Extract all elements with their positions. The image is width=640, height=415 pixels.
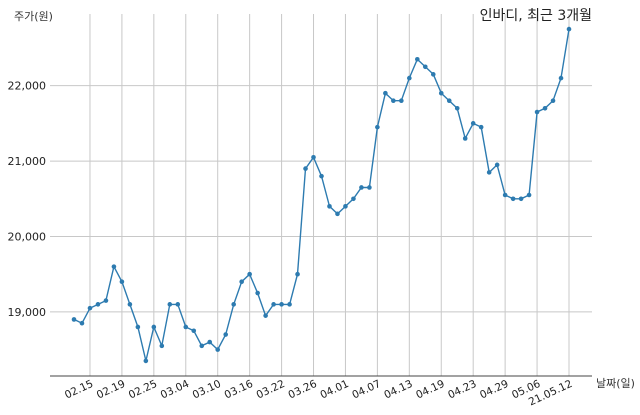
data-point (438, 90, 444, 96)
data-point (207, 339, 213, 345)
data-point (271, 302, 276, 307)
x-tick-label: 02.15 (63, 378, 95, 402)
data-point (359, 185, 364, 190)
x-tick-label: 04.07 (350, 378, 382, 402)
data-point (247, 271, 252, 277)
x-tick-label: 03.26 (286, 378, 319, 402)
data-point (486, 170, 492, 175)
data-point (95, 302, 101, 307)
data-point (415, 56, 420, 62)
grid-layer (50, 14, 592, 376)
x-tick-label: 04.29 (478, 378, 510, 402)
data-point (550, 98, 556, 104)
data-point (127, 302, 133, 307)
data-points (71, 26, 572, 364)
data-point (367, 185, 372, 190)
data-point (494, 162, 500, 168)
x-tick-label: 02.19 (95, 378, 127, 402)
data-point (470, 121, 476, 126)
data-point (79, 320, 85, 326)
data-point (383, 90, 388, 96)
data-point (399, 98, 404, 104)
data-point (518, 196, 524, 202)
data-point (462, 136, 468, 141)
x-tick-label: 03.10 (191, 378, 223, 402)
data-point (151, 324, 157, 330)
data-point (446, 98, 452, 104)
data-point (167, 302, 173, 307)
chart-title: 인바디, 최근 3개월 (480, 8, 592, 24)
data-point (295, 271, 300, 277)
y-axis-label: 주가(원) (14, 10, 53, 23)
data-point (303, 166, 308, 171)
data-point (215, 347, 221, 352)
data-point (103, 298, 109, 303)
data-point (351, 196, 356, 202)
data-point (510, 196, 516, 202)
data-point (183, 324, 189, 330)
y-tick-labels: 19,000 20,000 21,000 22,000 (8, 80, 47, 319)
data-point (239, 279, 244, 285)
y-tick-label: 22,000 (8, 80, 47, 93)
data-point (287, 302, 292, 307)
x-tick-label: 02.25 (127, 378, 159, 402)
data-point (279, 302, 284, 307)
data-point (526, 192, 532, 198)
data-point (191, 328, 197, 334)
data-point (87, 305, 93, 311)
data-point (223, 332, 228, 337)
x-tick-label: 03.16 (223, 378, 256, 402)
data-point (135, 324, 141, 330)
data-point (542, 105, 548, 111)
data-point (478, 124, 484, 130)
data-point (454, 105, 460, 111)
data-point (231, 302, 236, 307)
series-line (73, 28, 570, 362)
x-tick-label: 04.13 (382, 378, 414, 402)
data-point (119, 279, 125, 285)
data-point (566, 26, 572, 32)
data-point (143, 358, 149, 364)
x-tick-label: 04.19 (414, 378, 446, 402)
x-tick-label: 04.23 (446, 378, 478, 402)
data-point (407, 75, 412, 81)
x-tick-labels: 02.15 02.19 02.25 03.04 03.10 03.16 03.22 03.26… (63, 378, 574, 409)
data-point (430, 72, 436, 77)
data-point (175, 302, 181, 307)
data-point (327, 204, 332, 209)
data-point (255, 290, 260, 296)
x-tick-label: 04.01 (318, 378, 350, 402)
data-point (558, 75, 564, 81)
data-point (343, 204, 348, 209)
data-point (111, 264, 117, 269)
data-point (534, 109, 540, 115)
data-point (335, 211, 340, 217)
data-point (422, 64, 428, 70)
data-point (502, 192, 508, 198)
data-point (159, 343, 165, 349)
data-point (199, 343, 205, 349)
y-tick-label: 19,000 (8, 306, 47, 319)
data-point (319, 173, 324, 179)
y-tick-label: 21,000 (8, 155, 47, 168)
data-point (263, 313, 268, 318)
x-axis-label: 날짜(일) (596, 376, 635, 390)
data-point (311, 154, 316, 160)
x-tick-label: 03.04 (159, 378, 192, 402)
x-tick-label: 03.22 (255, 378, 287, 402)
data-point (71, 317, 77, 322)
y-tick-label: 20,000 (8, 230, 47, 243)
data-point (391, 98, 396, 104)
data-point (375, 124, 380, 130)
